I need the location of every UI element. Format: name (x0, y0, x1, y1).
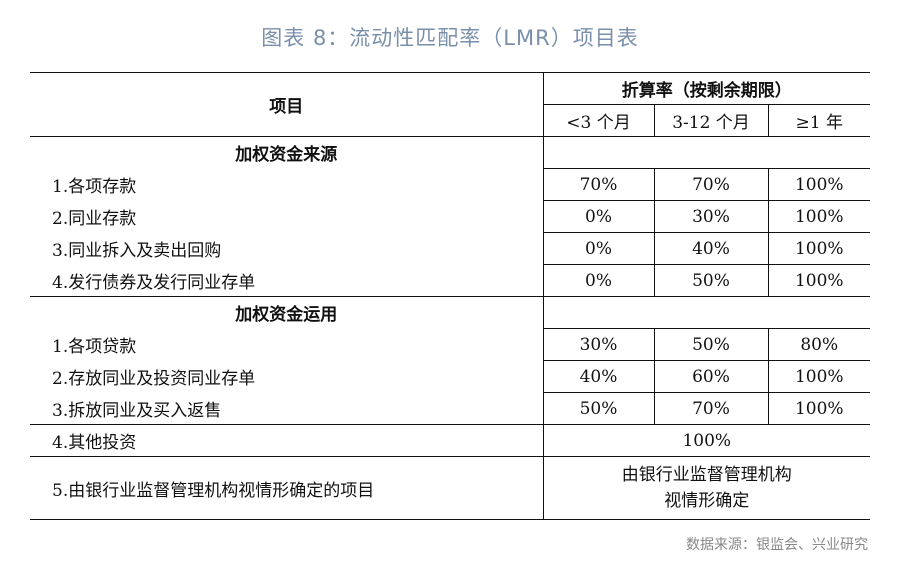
row-value: 70% (653, 168, 768, 201)
row-value-merged: 由银行业监督管理机构 视情形确定 (542, 456, 871, 520)
row-label: 5.由银行业监督管理机构视情形确定的项目 (30, 456, 543, 520)
row-value: 100% (767, 392, 871, 425)
row-value: 50% (542, 392, 654, 425)
row-label: 2.存放同业及投资同业存单 (52, 369, 256, 389)
row-label: 3.拆放同业及买入返售 (52, 400, 222, 421)
table-row: 5.由银行业监督管理机构视情形确定的项目 由银行业监督管理机构 视情形确定 (30, 456, 871, 520)
row-value: 100% (767, 168, 871, 201)
merged-value-line: 视情形确定 (664, 491, 750, 511)
row-value: 50% (653, 264, 768, 297)
row-value: 100% (767, 200, 871, 233)
table-row: 3.拆放同业及买入返售 50% 70% 100% (30, 392, 871, 425)
table-row: 4.其他投资 100% (30, 424, 871, 457)
table-title: 图表 8：流动性匹配率（LMR）项目表 (261, 26, 639, 50)
section-row: 加权资金来源 (30, 136, 871, 169)
section-title-uses: 加权资金运用 (30, 296, 543, 329)
row-value: 70% (653, 392, 768, 425)
row-label: 4.发行债券及发行同业存单 (52, 272, 256, 293)
section-row: 加权资金运用 (30, 296, 871, 329)
header-item: 项目 (30, 72, 543, 137)
row-value: 40% (542, 360, 654, 393)
row-value: 80% (767, 328, 871, 361)
row-value: 100% (767, 264, 871, 297)
row-label: 2.同业存款 (52, 209, 137, 229)
row-value: 30% (653, 200, 768, 233)
row-value: 100% (767, 232, 871, 265)
row-value: 100% (767, 360, 871, 393)
row-value: 40% (653, 232, 768, 265)
row-value: 0% (542, 232, 654, 265)
section-blank (542, 136, 871, 169)
row-label: 1.各项存款 (52, 177, 137, 197)
lmr-table: 项目 折算率（按剩余期限） <3 个月 3-12 个月 ≥1 年 加权资金来源 … (30, 72, 871, 520)
section-title-sources: 加权资金来源 (30, 136, 543, 169)
table-row: 1.各项贷款 30% 50% 80% (30, 328, 871, 361)
header-term-mid: 3-12 个月 (653, 104, 768, 137)
row-value: 0% (542, 200, 654, 233)
table-row: 3.同业拆入及卖出回购 0% 40% 100% (30, 232, 871, 265)
header-term-long: ≥1 年 (767, 104, 871, 137)
merged-value-line: 由银行业监督管理机构 (621, 465, 792, 485)
row-value: 30% (542, 328, 654, 361)
data-source-note: 数据来源：银监会、兴业研究 (686, 537, 868, 553)
row-value: 50% (653, 328, 768, 361)
row-value-merged: 100% (542, 424, 871, 457)
row-label: 4.其他投资 (30, 424, 543, 457)
header-term-short: <3 个月 (542, 104, 654, 137)
row-label: 3.同业拆入及卖出回购 (52, 241, 222, 261)
table-row: 4.发行债券及发行同业存单 0% 50% 100% (30, 264, 871, 297)
row-value: 60% (653, 360, 768, 393)
table-row: 2.同业存款 0% 30% 100% (30, 200, 871, 233)
row-value: 0% (542, 264, 654, 297)
row-value: 70% (542, 168, 654, 201)
header-rate: 折算率（按剩余期限） (542, 72, 871, 105)
section-blank (542, 296, 871, 329)
row-label: 1.各项贷款 (52, 337, 137, 357)
table-row: 1.各项存款 70% 70% 100% (30, 168, 871, 201)
table-row: 2.存放同业及投资同业存单 40% 60% 100% (30, 360, 871, 393)
